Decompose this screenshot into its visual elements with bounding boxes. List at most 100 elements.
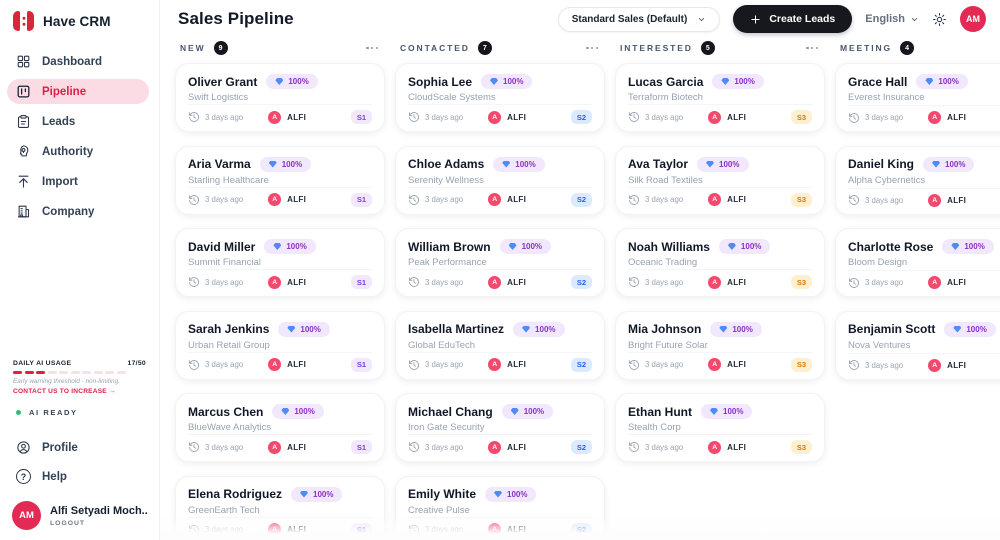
score-badge: 100% (944, 321, 996, 337)
lead-time: 3 days ago (645, 442, 684, 452)
lead-name: Mia Johnson (628, 322, 702, 336)
user-name: Alfi Setyadi Moch... (50, 504, 147, 517)
lead-card[interactable]: David Miller 100% Summit Financial 3 day… (175, 228, 385, 297)
owner-avatar: A (488, 275, 502, 289)
card-footer: 3 days ago A ALFI (848, 105, 1000, 124)
lead-score: 100% (521, 242, 543, 251)
lead-owner: A ALFI (928, 276, 966, 289)
lead-owner: A ALFI (268, 193, 306, 206)
lead-score: 100% (945, 159, 966, 169)
column-menu-icon[interactable] (364, 43, 380, 53)
lead-owner: A ALFI (708, 110, 746, 124)
lead-card[interactable]: Elena Rodriguez 100% GreenEarth Tech 3 d… (175, 475, 385, 540)
gem-icon (721, 78, 730, 85)
lead-company: Silk Road Textiles (628, 174, 703, 186)
lead-card[interactable]: Isabella Martinez 100% Global EduTech 3 … (395, 310, 605, 380)
lead-card[interactable]: Sophia Lee 100% CloudScale Systems 3 day… (395, 63, 605, 132)
lead-company: Oceanic Trading (628, 257, 698, 268)
lead-card[interactable]: Emily White 100% Creative Pulse 3 days a… (395, 475, 605, 540)
card-list: Grace Hall 100% Everest Insurance 3 days… (835, 63, 1000, 380)
usage-progress-bar (13, 370, 146, 374)
lead-card[interactable]: Noah Williams 100% Oceanic Trading 3 day… (615, 228, 825, 297)
lead-card[interactable]: Mia Johnson 100% Bright Future Solar 3 d… (615, 310, 825, 380)
lead-card[interactable]: William Brown 100% Peak Performance 3 da… (395, 228, 605, 297)
lead-card[interactable]: Sarah Jenkins 100% Urban Retail Group 3 … (175, 310, 385, 380)
owner-avatar: A (268, 110, 282, 124)
owner-avatar: A (928, 276, 942, 289)
column-menu-icon[interactable] (584, 43, 600, 53)
lead-card[interactable]: Benjamin Scott 100% Nova Ventures 3 days… (835, 310, 1000, 380)
sidebar-item-help[interactable]: ? Help (7, 464, 149, 489)
owner-name: ALFI (947, 113, 967, 122)
stage-tag: S1 (350, 110, 372, 124)
stage-tag: S2 (570, 522, 592, 537)
lead-card[interactable]: Marcus Chen 100% BlueWave Analytics 3 da… (175, 393, 385, 462)
pipeline-select[interactable]: Standard Sales (Default) (557, 6, 721, 32)
column-header: CONTACTED 7 (395, 40, 605, 56)
sidebar-item-leads[interactable]: Leads (7, 109, 149, 134)
lead-name: Aria Varma (188, 157, 251, 171)
language-select[interactable]: English (865, 13, 919, 25)
lead-company: Everest Insurance (848, 92, 925, 103)
lead-name: Chloe Adams (408, 157, 485, 171)
gem-icon (925, 78, 934, 85)
column-menu-icon[interactable] (804, 43, 820, 53)
lead-card[interactable]: Daniel King 100% Alpha Cybernetics 3 day… (835, 145, 1000, 215)
sidebar-item-label: Import (42, 175, 78, 188)
theme-toggle[interactable] (932, 12, 947, 27)
history-clock-icon (848, 359, 860, 371)
usage-warning-text: Early warning threshold - non-limiting. (13, 378, 120, 385)
usage-segment (59, 370, 68, 374)
gem-icon (522, 325, 531, 333)
logout-button[interactable]: LOGOUT (50, 519, 86, 527)
contact-increase-link[interactable]: CONTACT US TO INCREASE → (13, 388, 116, 395)
card-footer: 3 days ago A ALFI S2 (408, 104, 592, 124)
lead-score: 100% (503, 77, 524, 86)
sidebar-item-import[interactable]: Import (7, 169, 149, 194)
card-footer: 3 days ago A ALFI (848, 187, 1000, 207)
column-count-badge: 7 (477, 41, 492, 55)
lead-card[interactable]: Chloe Adams 100% Serenity Wellness 3 day… (395, 145, 605, 215)
sidebar-item-profile[interactable]: Profile (7, 435, 149, 460)
owner-name: ALFI (507, 360, 527, 369)
lead-score: 100% (732, 324, 753, 334)
lead-name: Ava Taylor (628, 157, 689, 171)
lead-company: Creative Pulse (408, 504, 470, 516)
sidebar-item-dashboard[interactable]: Dashboard (7, 49, 149, 74)
lead-card[interactable]: Ethan Hunt 100% Stealth Corp 3 days ago … (615, 393, 825, 462)
lead-card[interactable]: Aria Varma 100% Starling Healthcare 3 da… (175, 145, 385, 215)
score-badge: 100% (266, 74, 318, 89)
lead-card[interactable]: Michael Chang 100% Iron Gate Security 3 … (395, 393, 605, 462)
lead-time: 3 days ago (425, 442, 464, 452)
column-header: NEW 9 (175, 40, 385, 56)
sidebar-item-company[interactable]: Company (7, 199, 149, 224)
owner-name: ALFI (507, 277, 527, 287)
lead-score: 100% (723, 407, 744, 416)
lead-card[interactable]: Lucas Garcia 100% Terraform Biotech 3 da… (615, 63, 825, 132)
header-avatar[interactable]: AM (960, 6, 986, 32)
history-clock-icon (848, 112, 860, 124)
lead-time: 3 days ago (645, 195, 684, 204)
lead-name: Noah Williams (628, 239, 710, 254)
lead-time: 3 days ago (425, 277, 464, 287)
lead-card[interactable]: Grace Hall 100% Everest Insurance 3 days… (835, 63, 1000, 132)
status-dot-icon (16, 410, 21, 415)
card-footer: 3 days ago A ALFI S1 (188, 269, 372, 289)
card-footer: 3 days ago A ALFI S3 (628, 351, 812, 372)
user-profile-block: AM Alfi Setyadi Moch... LOGOUT (0, 493, 159, 540)
lead-card[interactable]: Oliver Grant 100% Swift Logistics 3 days… (175, 63, 385, 132)
stage-tag: S3 (790, 357, 812, 372)
lead-name: Charlotte Rose (848, 239, 934, 254)
language-value: English (865, 13, 905, 25)
sidebar-item-pipeline[interactable]: Pipeline (7, 79, 149, 104)
lead-card[interactable]: Charlotte Rose 100% Bloom Design 3 days … (835, 228, 1000, 297)
owner-name: ALFI (507, 112, 527, 122)
user-avatar[interactable]: AM (12, 501, 41, 530)
app-logo[interactable]: Have CRM (0, 9, 159, 33)
sidebar-item-authority[interactable]: Authority (7, 139, 149, 164)
create-leads-button[interactable]: Create Leads (733, 5, 853, 33)
lead-card[interactable]: Ava Taylor 100% Silk Road Textiles 3 day… (615, 145, 825, 215)
column-header: MEETING 4 (835, 40, 1000, 56)
owner-name: ALFI (287, 360, 307, 369)
lead-owner: A ALFI (928, 358, 966, 372)
